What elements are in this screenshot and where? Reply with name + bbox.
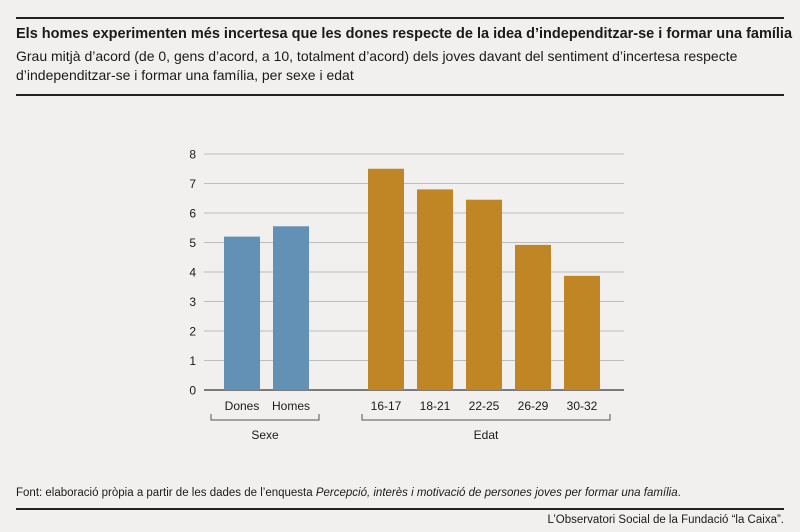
y-tick-label: 1 xyxy=(189,354,196,368)
credit: L’Observatori Social de la Fundació “la … xyxy=(547,514,784,526)
y-tick-label: 0 xyxy=(189,384,196,398)
y-tick-label: 8 xyxy=(189,148,196,162)
x-tick-label: Dones xyxy=(225,399,260,413)
y-tick-label: 6 xyxy=(189,207,196,221)
bar-16-17 xyxy=(368,168,404,390)
chart-subtitle: Grau mitjà d’acord (de 0, gens d’acord, … xyxy=(16,48,738,83)
group-bracket xyxy=(210,414,320,421)
bottom-rule xyxy=(16,508,784,510)
source-note: Font: elaboració pròpia a partir de les … xyxy=(16,487,788,499)
group-bracket xyxy=(361,414,611,421)
bar-18-21 xyxy=(417,189,453,390)
group-label: Edat xyxy=(474,428,499,442)
bar-30-32 xyxy=(564,275,600,390)
bar-22-25 xyxy=(466,199,502,390)
y-tick-label: 7 xyxy=(189,177,196,191)
y-tick-label: 3 xyxy=(189,295,196,309)
x-tick-label: 26-29 xyxy=(518,399,549,413)
x-tick-label: 16-17 xyxy=(371,399,402,413)
subtitle-rule xyxy=(16,94,784,96)
chart-title: Els homes experimenten més incertesa que… xyxy=(16,26,793,42)
x-tick-label: 30-32 xyxy=(567,399,598,413)
x-tick-label: 18-21 xyxy=(420,399,451,413)
y-tick-label: 4 xyxy=(189,266,196,280)
y-tick-label: 5 xyxy=(189,236,196,250)
x-tick-label: 22-25 xyxy=(469,399,500,413)
source-suffix: . xyxy=(677,487,681,499)
bar-Dones xyxy=(224,236,260,390)
group-label: Sexe xyxy=(251,428,279,442)
bar-Homes xyxy=(273,226,309,390)
bar-chart: 0 1 2 3 4 5 6 7 8 Dones Homes Sexe 16-17 18-21 22-25 26… xyxy=(189,148,624,442)
y-tick-label: 2 xyxy=(189,325,196,339)
x-tick-label: Homes xyxy=(272,399,310,413)
source-title: Percepció, interès i motivació de person… xyxy=(315,487,678,499)
top-rule xyxy=(16,17,784,19)
bar-26-29 xyxy=(515,244,551,390)
source-prefix: Font: elaboració pròpia a partir de les … xyxy=(16,487,316,499)
